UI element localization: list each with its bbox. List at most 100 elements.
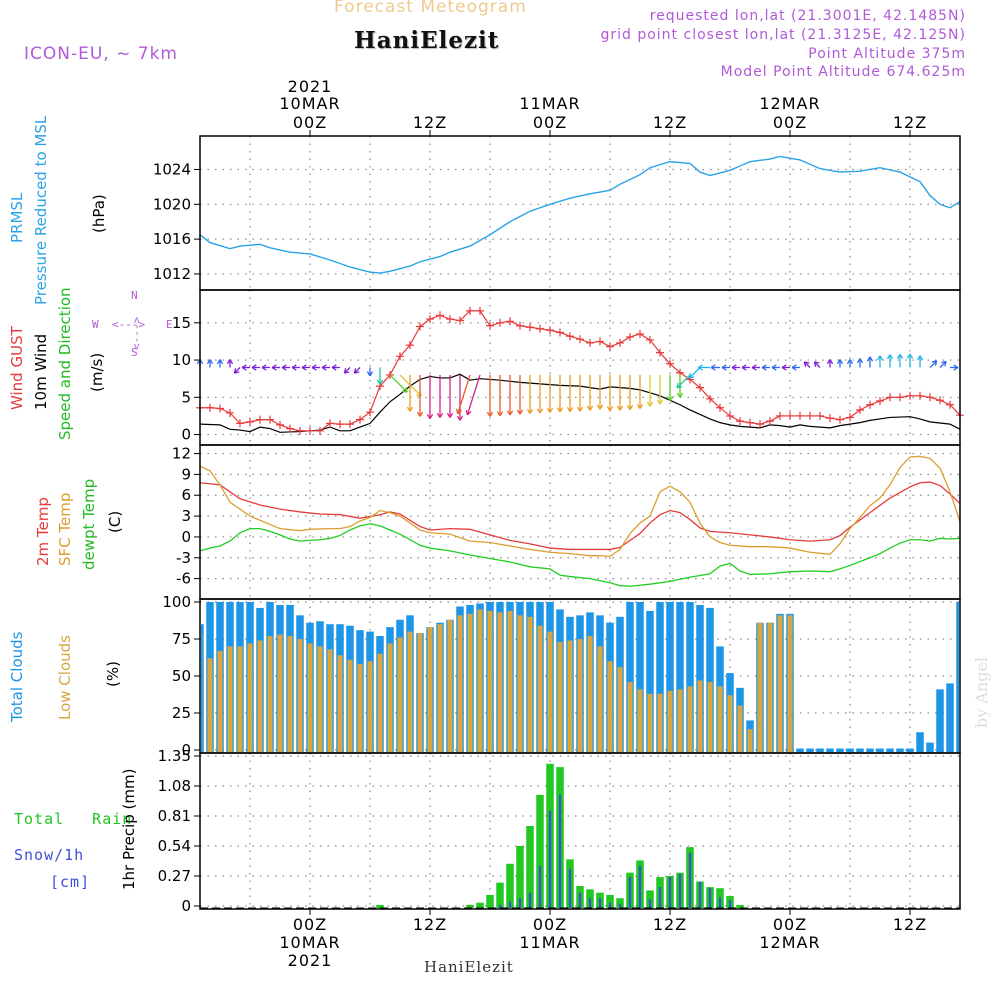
gust-marker xyxy=(806,411,814,420)
wind-arrow xyxy=(688,367,701,379)
gust-marker xyxy=(946,400,954,409)
wind-arrow-head xyxy=(251,364,257,371)
gust-marker xyxy=(916,391,924,400)
y-tick-label: 0 xyxy=(181,741,191,759)
gust-marker xyxy=(646,335,654,344)
total-cloud-bar xyxy=(856,748,864,752)
wind-arrow-head xyxy=(446,412,454,418)
year-label-top: 2021 xyxy=(288,77,333,96)
low-cloud-bar xyxy=(487,610,493,752)
rain-bar xyxy=(736,904,744,908)
gust-marker xyxy=(396,352,404,361)
wind-arrow-head xyxy=(781,364,787,371)
wind-arrow-head xyxy=(813,361,820,367)
gust-marker xyxy=(236,419,244,428)
y-tick-label: 75 xyxy=(172,630,191,648)
gust-marker xyxy=(656,348,664,357)
gust-marker xyxy=(896,393,904,402)
total-cloud-bar xyxy=(676,602,684,752)
y-tick-label: 50 xyxy=(172,667,191,685)
wind-arrow-head xyxy=(233,368,240,374)
low-cloud-bar xyxy=(357,664,363,752)
wind-arrow-head xyxy=(636,403,644,409)
gust-marker xyxy=(306,426,314,435)
gust-marker xyxy=(856,405,864,414)
gust-marker xyxy=(626,332,634,341)
wind-arrow-head xyxy=(456,415,464,421)
low-cloud-bar xyxy=(527,616,533,752)
year-label-bottom: 2021 xyxy=(288,951,333,970)
low-cloud-bar xyxy=(727,695,733,752)
low-cloud-bar xyxy=(227,646,233,752)
wind-arrow-head xyxy=(953,364,959,371)
point-altitude: Point Altitude 375m xyxy=(808,46,966,62)
gust-marker xyxy=(556,328,564,337)
gust-marker xyxy=(736,417,744,426)
y-tick-label: 0.54 xyxy=(158,837,191,855)
snow-bar xyxy=(498,904,502,908)
gust-marker xyxy=(276,420,284,429)
snow-bar xyxy=(508,901,512,908)
low-cloud-bar xyxy=(777,615,783,752)
wind-arrow xyxy=(343,367,351,374)
wind-arrow-head xyxy=(791,364,797,371)
y-tick-label: 5 xyxy=(181,388,191,406)
snow-bar xyxy=(628,877,632,908)
low-cloud-bar xyxy=(507,610,513,752)
wind-arrow-head xyxy=(646,401,654,407)
low-cloud-bar xyxy=(497,612,503,752)
low-cloud-bar xyxy=(347,659,353,752)
low-cloud-bar xyxy=(277,634,283,752)
gust-marker xyxy=(226,408,234,417)
wind-arrow xyxy=(813,361,821,368)
snow-bar xyxy=(688,852,692,908)
snow-bar xyxy=(638,866,642,908)
wind-arrow-head xyxy=(436,412,444,418)
gust-marker xyxy=(256,415,264,424)
low-cloud-bar xyxy=(237,646,243,752)
gust-marker xyxy=(246,417,254,426)
total-cloud-bar xyxy=(696,604,704,752)
wind-arrow-head xyxy=(416,411,424,417)
x-tick-label-bottom: 00Z xyxy=(773,915,807,934)
gust-marker xyxy=(666,359,674,368)
low-cloud-bar xyxy=(207,658,213,752)
snow-bar xyxy=(718,897,722,908)
snow-bar xyxy=(728,900,732,908)
y-tick-label: 1012 xyxy=(153,265,191,283)
gust-marker xyxy=(526,323,534,332)
snow-bar xyxy=(518,898,522,908)
y-tick-label: 1024 xyxy=(153,160,191,178)
sfc-temp-line xyxy=(199,455,961,558)
y-tick-label: 1016 xyxy=(153,230,191,248)
low-cloud-bar xyxy=(617,667,623,752)
compass-n: N xyxy=(131,289,139,302)
gridpoint-coordinates: grid point closest lon,lat (21.3125E, 42… xyxy=(600,27,966,43)
low-cloud-bar xyxy=(607,661,613,752)
wind-arrow-head xyxy=(676,392,684,398)
rain-bar xyxy=(496,882,504,908)
wind-arrow-head xyxy=(526,408,534,414)
snow-bar xyxy=(538,866,542,908)
wind-arrow-head xyxy=(281,364,287,371)
total-cloud-bar xyxy=(866,748,874,752)
low-cloud-bar xyxy=(627,681,633,752)
wind-arrow-head xyxy=(546,407,554,413)
total-cloud-bar xyxy=(686,602,694,752)
gust-marker xyxy=(466,306,474,315)
wind-arrow-head xyxy=(616,405,624,411)
x-date-label-bottom: 11MAR xyxy=(519,933,580,952)
gust-marker xyxy=(636,329,644,338)
gust-marker xyxy=(346,420,354,429)
wind-arrow xyxy=(803,361,811,368)
gust-marker xyxy=(316,426,324,435)
wind-arrow-head xyxy=(866,356,874,362)
wind-gust-line xyxy=(200,310,961,432)
snow-bar xyxy=(708,888,712,908)
total-cloud-bar xyxy=(796,748,804,752)
snow-bar xyxy=(648,899,652,908)
y-tick-label: 1.35 xyxy=(158,747,191,765)
low-cloud-bar xyxy=(547,631,553,752)
snow-bar xyxy=(618,903,622,908)
low-cloud-bar xyxy=(687,686,693,752)
